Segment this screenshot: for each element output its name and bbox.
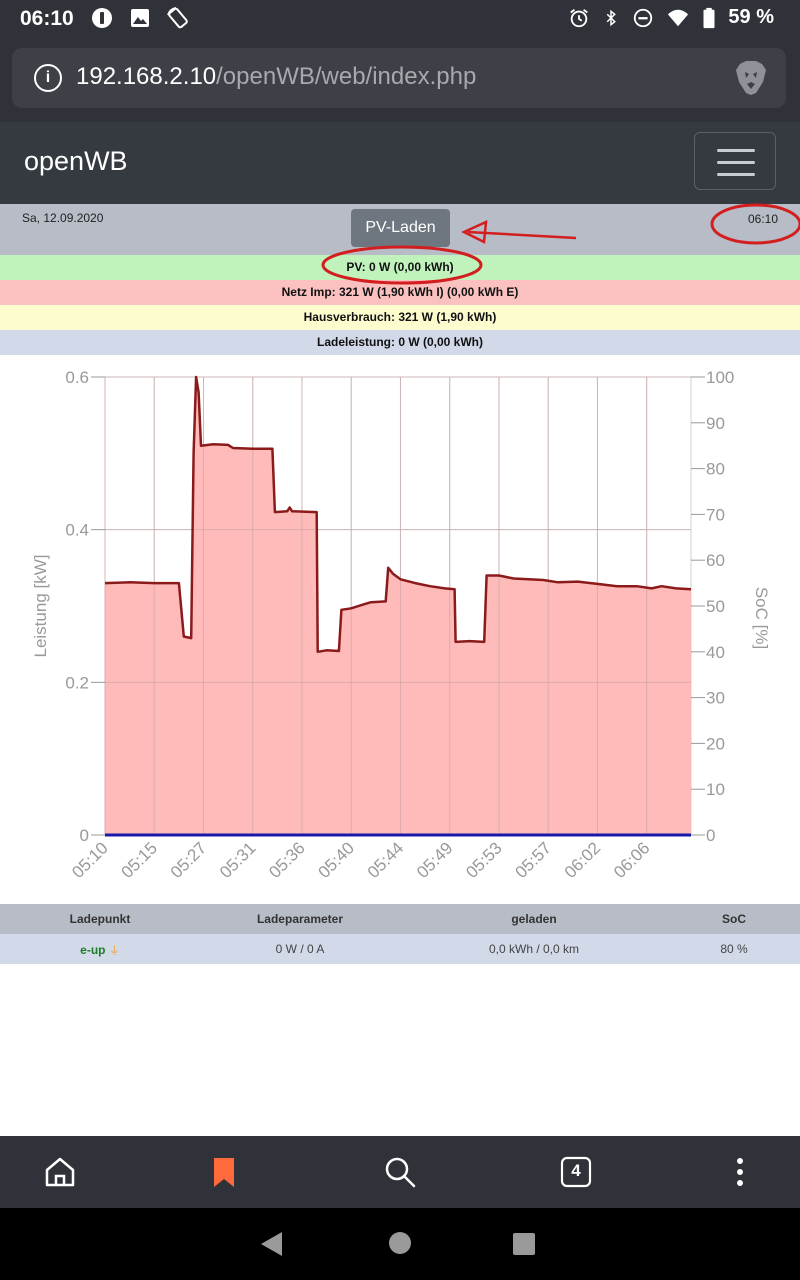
charge-point-table-header: Ladepunkt Ladeparameter geladen SoC — [0, 904, 800, 934]
y2-tick-label: 20 — [706, 734, 725, 753]
x-tick-label: 05:15 — [118, 838, 162, 882]
charge-mode-button[interactable]: PV-Laden — [351, 209, 450, 247]
x-tick-label: 05:53 — [462, 838, 506, 882]
charge-parameter: 0 W / 0 A — [275, 942, 325, 956]
status-time: 06:10 — [20, 7, 74, 30]
table-row[interactable]: e-up ⏚ 0 W / 0 A 0,0 kWh / 0,0 km 80 % — [0, 934, 800, 964]
x-tick-label: 05:44 — [364, 838, 408, 882]
search-icon[interactable] — [382, 1154, 418, 1190]
y2-tick-label: 0 — [706, 826, 715, 845]
image-icon — [131, 9, 149, 27]
annotation-arrow-head — [461, 219, 488, 244]
x-tick-label: 05:49 — [413, 838, 457, 882]
y2-tick-label: 30 — [706, 689, 725, 708]
wifi-icon — [668, 9, 689, 26]
x-tick-label: 06:06 — [610, 838, 654, 882]
tabs-icon — [560, 1156, 592, 1188]
y2-axis-title: SoC [%] — [752, 587, 771, 649]
x-tick-label: 05:27 — [167, 838, 211, 882]
menu-toggle-button[interactable] — [694, 132, 776, 190]
power-line — [104, 375, 692, 654]
battery-percent: 59 % — [728, 6, 774, 28]
bookmark-icon[interactable] — [206, 1154, 242, 1190]
hamburger-line — [717, 173, 755, 176]
charge-point-name[interactable]: e-up ⏚ — [80, 943, 120, 957]
system-navigation-bar — [0, 1208, 800, 1280]
url-bar[interactable]: i 192.168.2.10/openWB/web/index.php — [12, 48, 786, 108]
annotation-ellipse-time — [710, 203, 800, 245]
col-header-soc: SoC — [722, 912, 746, 926]
annotation-overlay — [321, 203, 800, 285]
brave-lion-icon[interactable] — [734, 60, 768, 96]
y2-tick-label: 100 — [706, 368, 734, 387]
y2-tick-label: 60 — [706, 551, 725, 570]
x-tick-label: 06:02 — [561, 838, 605, 882]
info-icon[interactable]: i — [34, 64, 62, 92]
home-icon[interactable] — [42, 1154, 78, 1190]
hamburger-line — [717, 161, 755, 164]
x-tick-label: 05:31 — [216, 838, 260, 882]
status-bar: 06:10 59 % — [0, 0, 800, 38]
x-tick-label: 05:36 — [265, 838, 309, 882]
charged-amount: 0,0 kWh / 0,0 km — [488, 942, 580, 956]
phone-rotate-icon — [167, 7, 188, 29]
current-time: 06:10 — [748, 212, 779, 226]
bluetooth-icon — [607, 9, 617, 26]
data-saver-icon — [92, 8, 112, 28]
x-tick-label: 05:57 — [512, 838, 556, 882]
x-tick-label: 05:40 — [315, 838, 359, 882]
battery-icon — [703, 7, 715, 28]
plug-icon: ⏚ — [108, 945, 120, 957]
hamburger-line — [717, 149, 755, 152]
more-options-icon[interactable] — [722, 1154, 758, 1190]
home-circle-icon[interactable] — [387, 1230, 413, 1256]
current-date: Sa, 12.09.2020 — [22, 211, 104, 225]
x-tick-label: 05:10 — [68, 838, 112, 882]
house-consumption-row: Hausverbrauch: 321 W (1,90 kWh) — [0, 305, 800, 330]
browser-toolbar: i 192.168.2.10/openWB/web/index.php — [0, 38, 800, 122]
y-tick-label: 0.6 — [65, 368, 89, 387]
power-area — [105, 377, 691, 835]
y-axis-title: Leistung [kW] — [31, 555, 50, 658]
charge-power-row: Ladeleistung: 0 W (0,00 kWh) — [0, 330, 800, 355]
browser-bottom-bar: 4 — [0, 1136, 800, 1208]
brand-title[interactable]: openWB — [24, 146, 128, 176]
alarm-icon — [570, 8, 589, 27]
app-navbar: openWB — [0, 122, 800, 204]
pv-row: PV: 0 W (0,00 kWh) — [0, 255, 800, 280]
tabs-button[interactable]: 4 — [558, 1154, 594, 1190]
col-header-ladepunkt: Ladepunkt — [69, 912, 131, 926]
col-header-ladeparameter: Ladeparameter — [256, 912, 344, 926]
y-tick-label: 0.4 — [65, 521, 89, 540]
soc-value: 80 % — [720, 942, 748, 956]
annotation-ellipse-pv — [321, 245, 483, 285]
y-tick-label: 0 — [80, 826, 89, 845]
y2-tick-label: 80 — [706, 460, 725, 479]
url-host: 192.168.2.10 — [76, 63, 217, 90]
recents-icon[interactable] — [512, 1232, 536, 1256]
y-tick-label: 0.2 — [65, 673, 89, 692]
y2-tick-label: 10 — [706, 780, 725, 799]
y2-tick-label: 70 — [706, 505, 725, 524]
y2-tick-label: 90 — [706, 414, 725, 433]
tabs-count: 4 — [571, 1161, 581, 1180]
y2-tick-label: 40 — [706, 643, 725, 662]
y2-tick-label: 50 — [706, 597, 725, 616]
url-text[interactable]: 192.168.2.10/openWB/web/index.php — [76, 63, 476, 91]
do-not-disturb-icon — [634, 8, 653, 27]
col-header-geladen: geladen — [511, 912, 557, 926]
back-icon[interactable] — [258, 1230, 284, 1258]
url-path: /openWB/web/index.php — [216, 63, 477, 90]
